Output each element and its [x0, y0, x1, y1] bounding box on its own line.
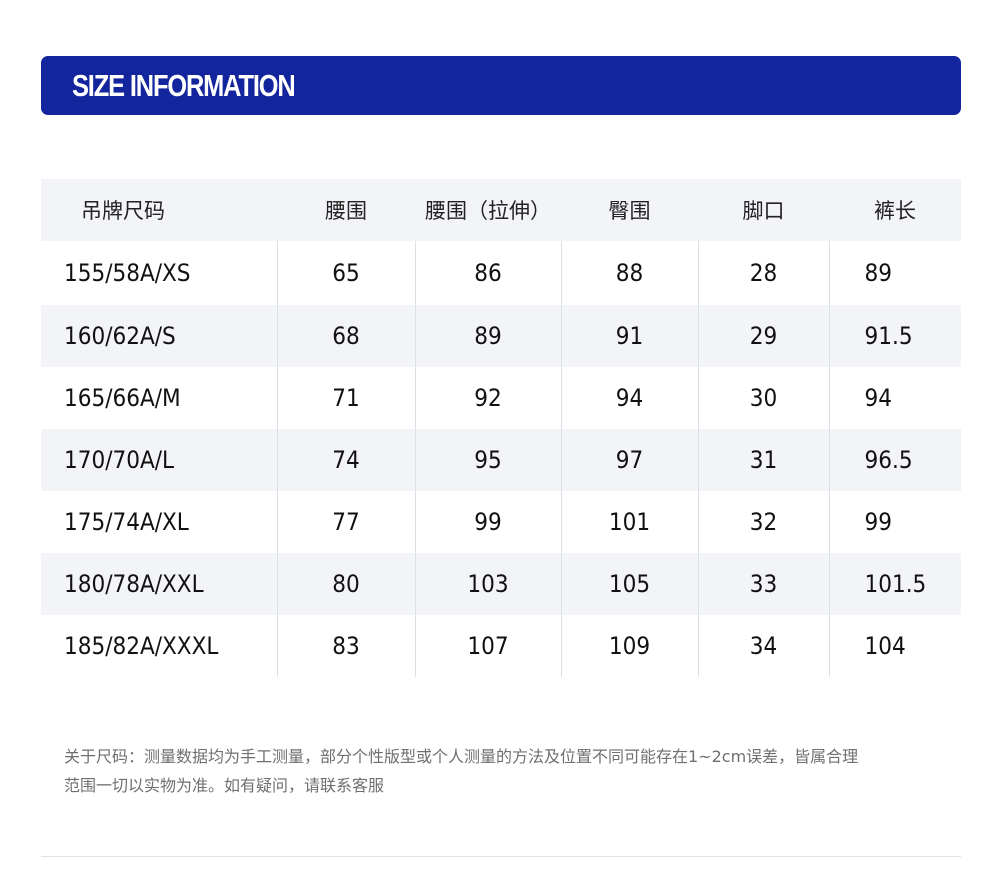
table-row: 155/58A/XS 65 86 88 28 89 [41, 241, 961, 305]
table-row: 170/70A/L 74 95 97 31 96.5 [41, 429, 961, 491]
banner-title: SIZE INFORMATION [72, 68, 296, 103]
pants-length-cell: 101.5 [828, 553, 961, 615]
hip-cell: 105 [560, 553, 698, 615]
size-cell: 175/74A/XL [64, 508, 189, 536]
waist-cell: 83 [276, 615, 415, 677]
header-tag-size: 吊牌尺码 [41, 179, 277, 241]
header-pants-length: 裤长 [829, 179, 961, 241]
leg-opening-cell: 30 [697, 367, 829, 429]
waist-stretched-cell: 103 [414, 553, 561, 615]
leg-opening-cell: 33 [697, 553, 829, 615]
size-cell: 170/70A/L [41, 429, 277, 491]
table-header-row: 吊牌尺码 腰围 腰围（拉伸） 臀围 脚口 裤长 [41, 179, 961, 241]
pants-length-cell: 94 [828, 367, 961, 429]
leg-opening-cell: 32 [697, 491, 829, 553]
leg-opening-cell: 29 [697, 305, 829, 367]
hip-cell: 88 [560, 241, 698, 305]
waist-cell: 65 [276, 241, 415, 305]
table-row: 185/82A/XXXL 83 107 109 34 104 [41, 615, 961, 677]
pants-length-cell: 104 [828, 615, 961, 677]
size-info-banner: SIZE INFORMATION [41, 56, 961, 115]
leg-opening-cell: 34 [697, 615, 829, 677]
waist-stretched-cell: 92 [414, 367, 561, 429]
size-cell: 160/62A/S [41, 305, 277, 367]
size-note-line-2: 范围一切以实物为准。如有疑问，请联系客服 [64, 776, 385, 795]
header-hip: 臀围 [561, 179, 698, 241]
waist-stretched-cell: 86 [414, 241, 561, 305]
waist-cell: 80 [276, 553, 415, 615]
header-waist: 腰围 [277, 179, 415, 241]
pants-length-cell: 99 [828, 491, 961, 553]
waist-cell: 77 [276, 491, 415, 553]
table-row: 180/78A/XXL 80 103 105 33 101.5 [41, 553, 961, 615]
table-row: 160/62A/S 68 89 91 29 91.5 [41, 305, 961, 367]
hip-cell: 101 [560, 491, 698, 553]
hip-cell: 97 [560, 429, 698, 491]
leg-opening-cell: 28 [697, 241, 829, 305]
pants-length-cell: 91.5 [828, 305, 961, 367]
size-cell: 165/66A/M [64, 384, 181, 412]
size-cell: 185/82A/XXXL [64, 632, 219, 660]
leg-opening-cell: 31 [697, 429, 829, 491]
table-row: 165/66A/M 71 92 94 30 94 [41, 367, 961, 429]
waist-stretched-cell: 95 [414, 429, 561, 491]
waist-cell: 68 [276, 305, 415, 367]
pants-length-cell: 89 [828, 241, 961, 305]
bottom-divider [41, 856, 961, 857]
size-cell: 155/58A/XS [64, 259, 191, 287]
size-table: 吊牌尺码 腰围 腰围（拉伸） 臀围 脚口 裤长 155/58A/XS 65 86 88… [41, 179, 961, 677]
header-leg-opening: 脚口 [698, 179, 829, 241]
hip-cell: 91 [560, 305, 698, 367]
waist-stretched-cell: 89 [414, 305, 561, 367]
pants-length-cell: 96.5 [828, 429, 961, 491]
table-row: 175/74A/XL 77 99 101 32 99 [41, 491, 961, 553]
hip-cell: 109 [560, 615, 698, 677]
size-note-line-1: 关于尺码：测量数据均为手工测量，部分个性版型或个人测量的方法及位置不同可能存在1… [64, 747, 859, 766]
size-cell: 180/78A/XXL [41, 553, 277, 615]
hip-cell: 94 [560, 367, 698, 429]
header-waist-stretched: 腰围（拉伸） [415, 179, 561, 241]
waist-cell: 71 [276, 367, 415, 429]
waist-cell: 74 [276, 429, 415, 491]
size-note: 关于尺码：测量数据均为手工测量，部分个性版型或个人测量的方法及位置不同可能存在1… [64, 742, 964, 800]
waist-stretched-cell: 99 [414, 491, 561, 553]
waist-stretched-cell: 107 [414, 615, 561, 677]
